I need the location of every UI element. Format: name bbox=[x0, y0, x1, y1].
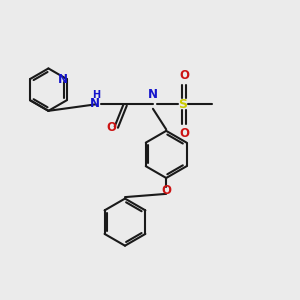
Text: N: N bbox=[90, 97, 100, 110]
Text: O: O bbox=[179, 69, 189, 82]
Text: O: O bbox=[179, 127, 189, 140]
Text: H: H bbox=[92, 90, 101, 100]
Text: O: O bbox=[107, 122, 117, 134]
Text: O: O bbox=[161, 184, 171, 197]
Text: N: N bbox=[148, 88, 158, 101]
Text: N: N bbox=[58, 73, 68, 85]
Text: S: S bbox=[178, 98, 187, 111]
